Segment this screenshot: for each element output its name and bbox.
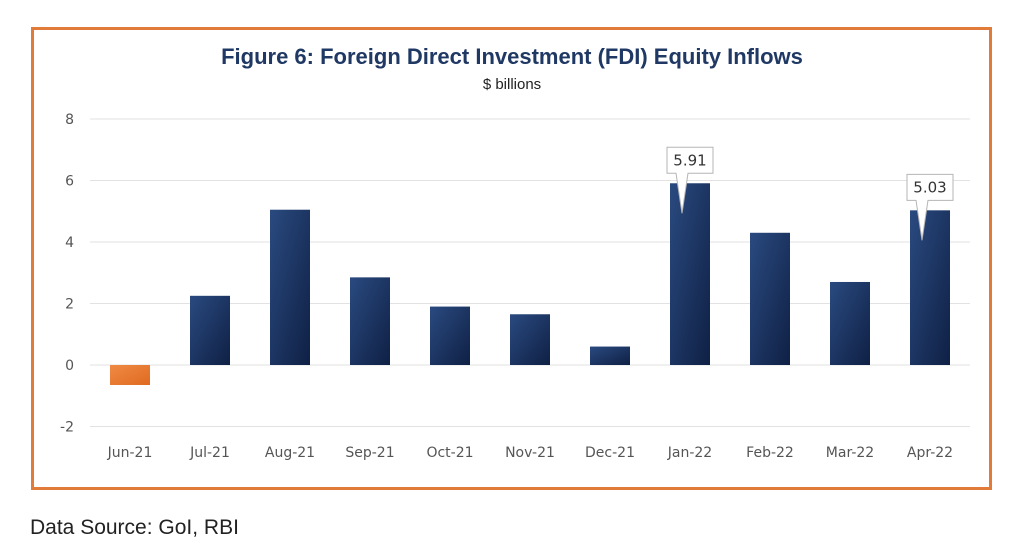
data-label: 5.03 <box>913 178 946 196</box>
bar <box>910 210 950 365</box>
bar <box>510 314 550 365</box>
x-tick-label: Nov-21 <box>505 445 555 461</box>
bar <box>350 277 390 365</box>
bar <box>190 295 230 365</box>
y-tick-label: 2 <box>65 297 74 313</box>
data-label: 5.91 <box>673 151 706 169</box>
bar <box>430 306 470 365</box>
x-tick-label: Mar-22 <box>826 445 874 461</box>
x-tick-label: Dec-21 <box>585 445 635 461</box>
x-tick-label: Oct-21 <box>426 445 473 461</box>
y-tick-label: 4 <box>65 235 74 251</box>
bar <box>830 281 870 365</box>
x-tick-label: Apr-22 <box>907 445 953 461</box>
y-tick-label: -2 <box>60 420 74 436</box>
chart-title: Figure 6: Foreign Direct Investment (FDI… <box>221 44 803 69</box>
x-tick-label: Jul-21 <box>189 445 230 461</box>
bar <box>670 183 710 365</box>
chart-frame <box>31 27 992 490</box>
bar <box>110 365 150 385</box>
source-note: Data Source: GoI, RBI <box>30 516 239 539</box>
bar <box>590 346 630 365</box>
bar <box>750 232 790 365</box>
y-tick-label: 8 <box>65 112 74 128</box>
bar <box>270 209 310 365</box>
x-tick-label: Sep-21 <box>345 445 394 461</box>
chart-subtitle: $ billions <box>482 76 542 93</box>
y-tick-label: 0 <box>65 358 74 374</box>
x-tick-label: Jan-22 <box>667 445 712 461</box>
y-tick-label: 6 <box>65 174 74 190</box>
data-label-callout <box>666 146 714 214</box>
x-tick-label: Aug-21 <box>265 445 315 461</box>
x-tick-label: Jun-21 <box>107 445 153 461</box>
x-tick-label: Feb-22 <box>746 445 794 461</box>
data-label-callout <box>906 173 954 241</box>
